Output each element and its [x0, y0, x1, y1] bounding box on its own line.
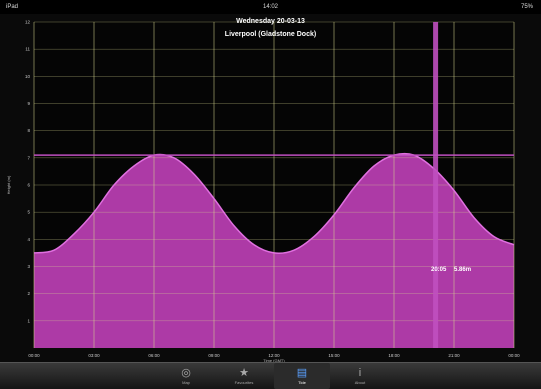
tab-label: Tide: [298, 380, 306, 385]
tide-chart[interactable]: 00:00 03:00 06:00 09:00 12:00 15:00 18:00 21:00…: [0, 14, 541, 364]
x-tick-label: 09:00: [208, 353, 220, 358]
tab-about[interactable]: i About: [332, 363, 388, 389]
star-icon: ★: [239, 367, 249, 379]
chart-title: Wednesday 20-03-13: [236, 18, 305, 25]
y-tick-label: 7: [27, 155, 30, 160]
status-time: 14:02: [262, 4, 278, 10]
y-tick-label: 5: [27, 210, 30, 215]
globe-icon: ◎: [181, 367, 191, 379]
tab-bar: ◎ Map ★ Favourites ▤ Tide i About: [0, 362, 541, 389]
chart-icon: ▤: [296, 367, 308, 379]
y-tick-label: 8: [27, 128, 30, 133]
x-tick-label: 18:00: [388, 353, 400, 358]
y-tick-label: 11: [25, 47, 30, 52]
x-tick-label: 21:00: [448, 353, 460, 358]
tide-chart-panel[interactable]: 00:00 03:00 06:00 09:00 12:00 15:00 18:00 21:00…: [0, 14, 541, 364]
tab-favourites[interactable]: ★ Favourites: [216, 363, 272, 389]
tab-label: Favourites: [234, 380, 254, 385]
x-tick-label: 15:00: [328, 353, 340, 358]
y-tick-label: 6: [27, 183, 30, 188]
battery-indicator: 75%: [520, 4, 533, 10]
y-tick-label: 1: [27, 318, 30, 323]
y-axis-label: Height (m): [6, 175, 11, 194]
x-axis-label: Time (GMT): [263, 358, 285, 362]
info-icon: i: [358, 367, 362, 379]
readout-height: 5.86m: [454, 267, 472, 273]
x-tick-label: 00:00: [28, 353, 40, 358]
y-tick-label: 4: [27, 237, 30, 242]
x-tick-label: 03:00: [88, 353, 100, 358]
readout-time: 20:05: [431, 267, 447, 273]
status-bar: iPad 14:02 75%: [0, 0, 541, 14]
cursor-readout: 20:05 5.86m: [431, 267, 471, 273]
chart-subtitle: Liverpool (Gladstone Dock): [224, 31, 317, 38]
x-tick-label: 06:00: [148, 353, 160, 358]
y-tick-label: 12: [25, 20, 31, 25]
carrier-label: iPad: [6, 4, 19, 10]
tab-label: Map: [182, 380, 190, 385]
x-tick-label: 12:00: [268, 353, 280, 358]
tab-label: About: [354, 380, 366, 385]
y-tick-label: 9: [27, 101, 30, 106]
time-cursor: [433, 22, 439, 348]
y-tick-label: 3: [27, 264, 30, 269]
x-tick-label: 00:00: [508, 353, 520, 358]
y-tick-label: 10: [25, 74, 31, 79]
tab-map[interactable]: ◎ Map: [158, 363, 214, 389]
tab-tide[interactable]: ▤ Tide: [274, 363, 330, 389]
y-tick-label: 2: [27, 291, 30, 296]
